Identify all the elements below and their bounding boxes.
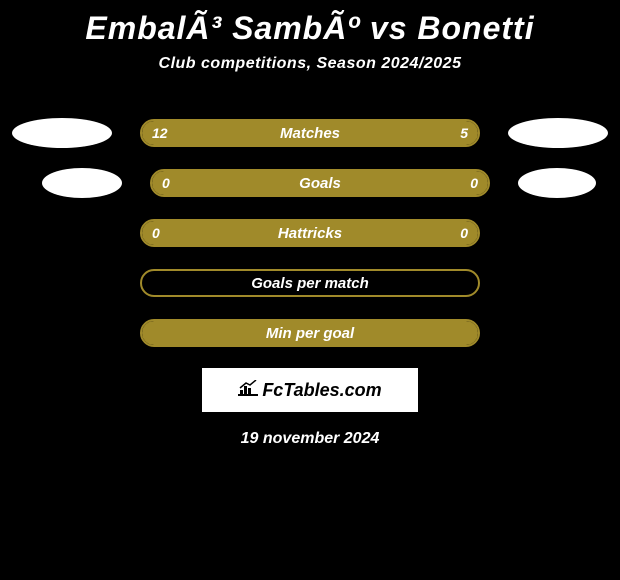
stat-label-hattricks: Hattricks — [278, 225, 342, 242]
stat-value-right-goals: 0 — [470, 175, 478, 191]
stat-row-goals: 0 Goals 0 — [0, 168, 620, 198]
page-title: EmbalÃ³ SambÃº vs Bonetti — [0, 0, 620, 47]
player-avatar-right — [518, 168, 596, 198]
stat-value-left-hattricks: 0 — [152, 225, 160, 241]
stat-row-matches: 12 Matches 5 — [0, 118, 620, 148]
stat-row-hattricks: 0 Hattricks 0 — [0, 218, 620, 248]
stat-bar-goals: 0 Goals 0 — [150, 169, 490, 197]
stat-label-gpm: Goals per match — [251, 275, 369, 292]
stat-bar-matches: 12 Matches 5 — [140, 119, 480, 147]
stat-value-right-hattricks: 0 — [460, 225, 468, 241]
player-avatar-left — [12, 118, 112, 148]
date-text: 19 november 2024 — [0, 430, 620, 448]
stats-container: 12 Matches 5 0 Goals 0 0 Hattricks 0 Goa… — [0, 118, 620, 348]
chart-icon — [238, 380, 258, 401]
stat-label-mpg: Min per goal — [266, 325, 354, 342]
stat-bar-hattricks: 0 Hattricks 0 — [140, 219, 480, 247]
stat-bar-mpg: Min per goal — [140, 319, 480, 347]
player-avatar-left — [42, 168, 122, 198]
stat-row-gpm: Goals per match — [0, 268, 620, 298]
stat-value-left-goals: 0 — [162, 175, 170, 191]
page-subtitle: Club competitions, Season 2024/2025 — [0, 55, 620, 73]
stat-label-goals: Goals — [299, 175, 341, 192]
player-avatar-right — [508, 118, 608, 148]
stat-value-right-matches: 5 — [460, 125, 468, 141]
stat-bar-gpm: Goals per match — [140, 269, 480, 297]
stat-fill-left — [142, 121, 377, 145]
fctables-logo[interactable]: FcTables.com — [202, 368, 418, 412]
stat-label-matches: Matches — [280, 125, 340, 142]
stat-value-left-matches: 12 — [152, 125, 168, 141]
logo-text: FcTables.com — [262, 380, 381, 401]
stat-row-mpg: Min per goal — [0, 318, 620, 348]
